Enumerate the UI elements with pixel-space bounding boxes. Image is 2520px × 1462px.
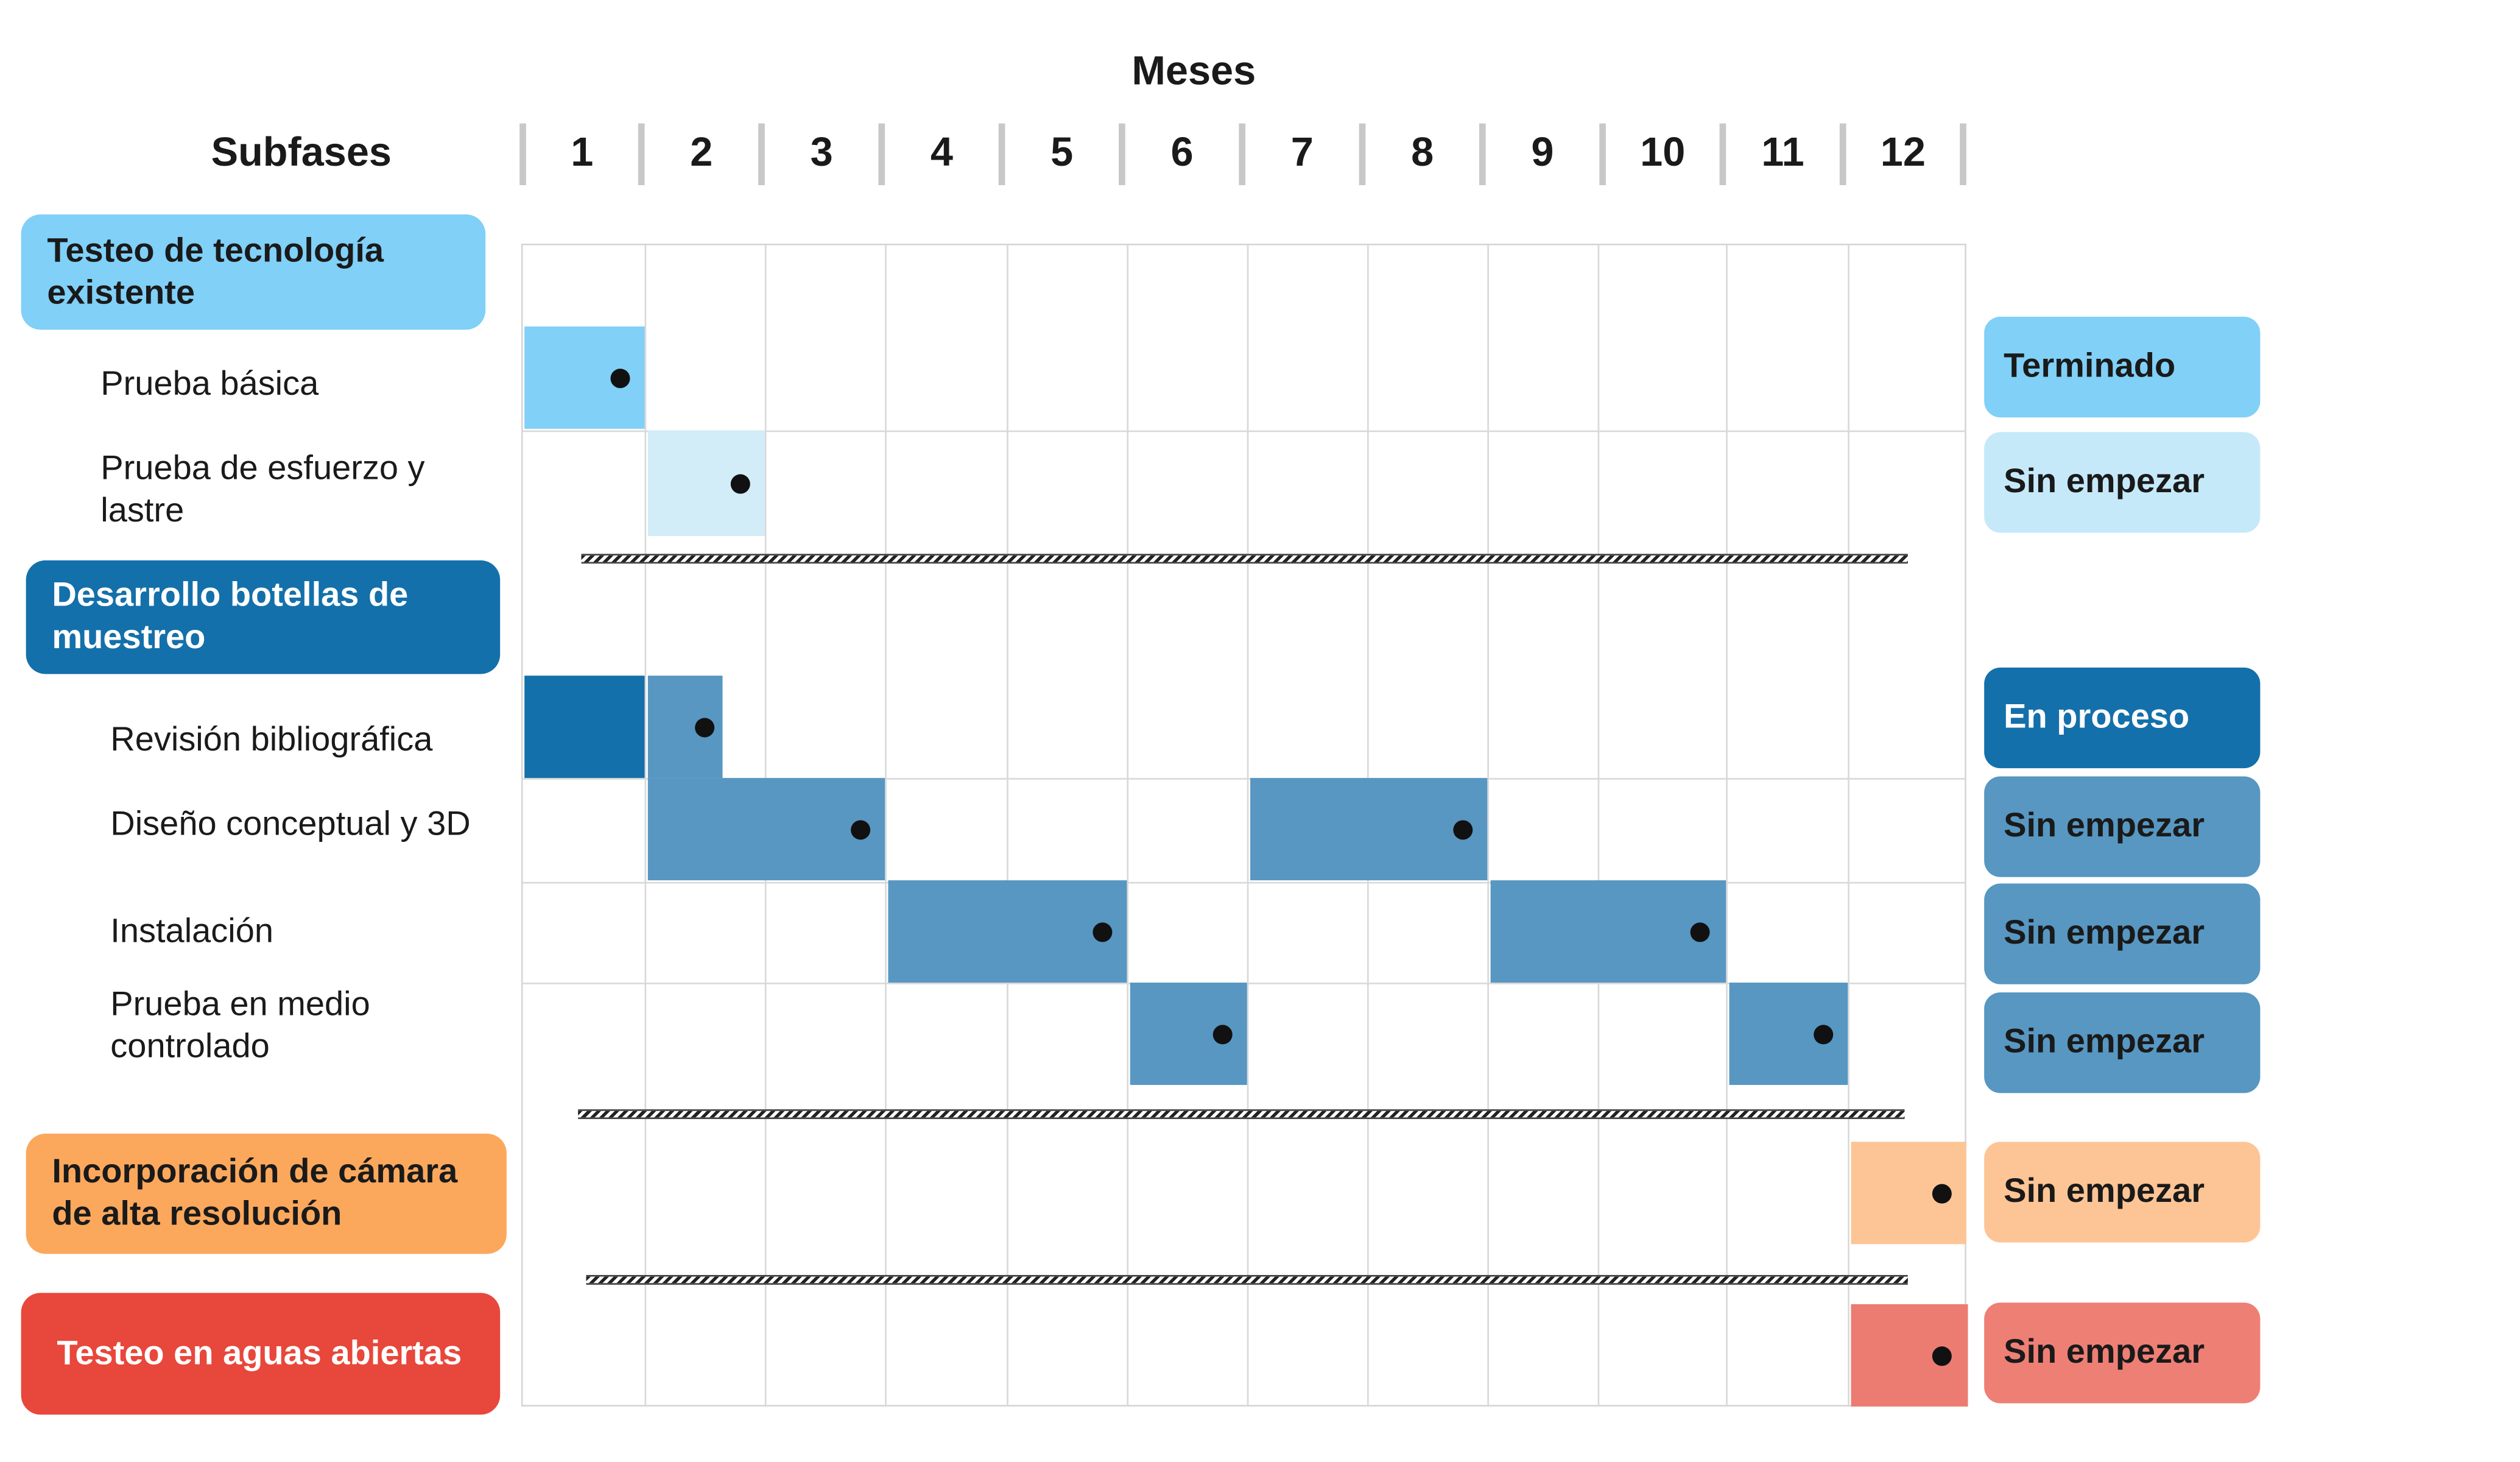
grid-line-vertical xyxy=(644,245,647,1405)
milestone-dot xyxy=(1453,819,1473,839)
month-label: 2 xyxy=(690,130,713,175)
month-tick xyxy=(1719,123,1726,185)
status-badge: Sin empezar xyxy=(1984,1142,2261,1243)
status-badge: Terminado xyxy=(1984,316,2261,418)
month-tick xyxy=(1599,123,1606,185)
month-label: 10 xyxy=(1640,130,1686,175)
milestone-dot xyxy=(1093,922,1113,942)
status-label: En proceso xyxy=(2004,698,2190,736)
grid-line-vertical xyxy=(1127,245,1129,1405)
month-tick xyxy=(878,123,885,185)
phase-desarrollo-botellas: Desarrollo botellas de muestreo xyxy=(26,560,501,674)
month-tick xyxy=(998,123,1005,185)
subphase-prueba-medio-controlado: Prueba en medio controlado xyxy=(110,986,370,1066)
phase-label: Testeo en aguas abiertas xyxy=(57,1334,462,1372)
subphase-revision-bibliografica: Revisión bibliográfica xyxy=(110,721,433,759)
grid-line-vertical xyxy=(1726,245,1728,1405)
task-bar xyxy=(1250,778,1488,881)
grid-line-horizontal xyxy=(523,778,1965,780)
month-tick xyxy=(758,123,765,185)
status-label: Terminado xyxy=(2004,347,2176,385)
month-tick xyxy=(1239,123,1246,185)
phase-testeo-tecnologia: Testeo de tecnología existente xyxy=(21,214,486,330)
milestone-dot xyxy=(731,473,751,493)
milestone-dot xyxy=(1814,1024,1834,1044)
status-badge: En proceso xyxy=(1984,667,2261,769)
status-label: Sin empezar xyxy=(2004,462,2205,501)
months-header: Meses xyxy=(1132,48,1256,94)
status-badge: Sin empezar xyxy=(1984,883,2261,984)
month-label: 4 xyxy=(930,130,953,175)
month-label: 11 xyxy=(1761,130,1804,175)
task-bar xyxy=(524,676,645,779)
phase-separator xyxy=(578,1109,1905,1120)
milestone-dot xyxy=(851,819,871,839)
status-badge: Sin empezar xyxy=(1984,776,2261,877)
grid-line-vertical xyxy=(1597,245,1600,1405)
task-bar xyxy=(647,778,885,881)
milestone-dot xyxy=(695,717,715,737)
status-label: Sin empezar xyxy=(2004,807,2205,845)
phase-label: Incorporación de cámara de alta resoluci… xyxy=(52,1153,458,1233)
month-tick xyxy=(638,123,645,185)
status-label: Sin empezar xyxy=(2004,1023,2205,1061)
status-badge: Sin empezar xyxy=(1984,432,2261,533)
subphases-header: Subfases xyxy=(211,130,392,175)
task-bar xyxy=(1490,880,1726,983)
phase-separator xyxy=(581,554,1908,564)
month-label: 7 xyxy=(1290,130,1314,175)
subphase-prueba-basica: Prueba básica xyxy=(100,365,319,403)
month-label: 9 xyxy=(1531,130,1554,175)
status-badge: Sin empezar xyxy=(1984,992,2261,1093)
month-tick xyxy=(1960,123,1966,185)
status-label: Sin empezar xyxy=(2004,1333,2205,1371)
month-tick xyxy=(1119,123,1125,185)
month-tick xyxy=(1359,123,1366,185)
grid-line-horizontal xyxy=(523,430,1965,433)
phase-testeo-aguas: Testeo en aguas abiertas xyxy=(21,1293,501,1415)
grid-line-vertical xyxy=(1848,245,1850,1405)
task-bar xyxy=(888,880,1127,983)
grid-line-vertical xyxy=(885,245,887,1405)
subphase-instalacion: Instalación xyxy=(110,913,274,950)
phase-incorporacion-camara: Incorporación de cámara de alta resoluci… xyxy=(26,1134,507,1254)
month-label: 1 xyxy=(571,130,594,175)
grid-line-vertical xyxy=(1007,245,1008,1405)
milestone-dot xyxy=(610,367,630,387)
phase-separator xyxy=(586,1274,1908,1285)
month-label: 6 xyxy=(1170,130,1194,175)
subphase-diseno-conceptual: Diseño conceptual y 3D xyxy=(110,805,471,843)
grid-line-vertical xyxy=(1247,245,1249,1405)
month-label: 12 xyxy=(1880,130,1926,175)
status-badge: Sin empezar xyxy=(1984,1302,2261,1404)
status-label: Sin empezar xyxy=(2004,1173,2205,1210)
status-label: Sin empezar xyxy=(2004,914,2205,952)
month-tick xyxy=(1839,123,1846,185)
month-label: 5 xyxy=(1051,130,1074,175)
month-tick xyxy=(519,123,526,185)
grid-line-vertical xyxy=(1487,245,1489,1405)
milestone-dot xyxy=(1213,1024,1233,1044)
month-label: 8 xyxy=(1411,130,1434,175)
grid-line-horizontal xyxy=(523,881,1965,884)
milestone-dot xyxy=(1691,922,1711,942)
phase-label: Desarrollo botellas de muestreo xyxy=(52,576,409,657)
month-label: 3 xyxy=(810,130,833,175)
month-tick xyxy=(1479,123,1486,185)
phase-label: Testeo de tecnología existente xyxy=(47,231,384,311)
subphase-prueba-esfuerzo: Prueba de esfuerzo y lastre xyxy=(100,450,425,530)
